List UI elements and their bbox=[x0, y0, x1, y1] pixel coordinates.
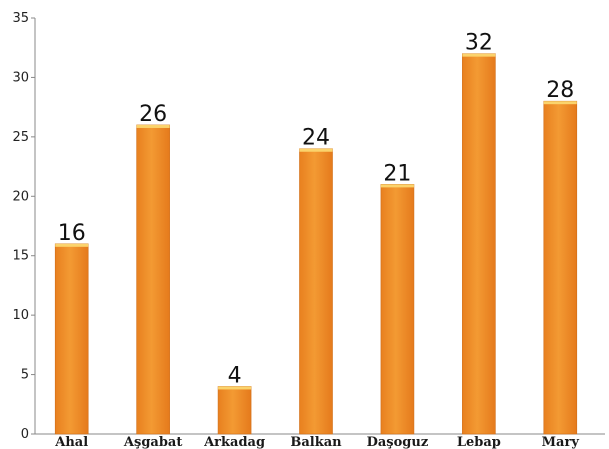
y-tick-label: 5 bbox=[21, 368, 29, 383]
bar-mary bbox=[543, 100, 578, 435]
data-label: 32 bbox=[465, 31, 493, 56]
bar-balkan bbox=[299, 148, 333, 435]
y-tick-label: 10 bbox=[12, 308, 29, 323]
bar-daşoguz bbox=[380, 184, 415, 435]
category-label: Mary bbox=[542, 435, 580, 449]
bar-cap bbox=[543, 101, 577, 105]
y-tick-label: 35 bbox=[12, 11, 29, 26]
bar-cap bbox=[218, 386, 252, 390]
bar-lebap bbox=[462, 53, 496, 435]
data-label: 21 bbox=[383, 161, 411, 186]
category-label: Daşoguz bbox=[367, 435, 429, 449]
bars-group bbox=[54, 53, 578, 435]
category-labels-group: Ahal Aşgabat Arkadag Balkan Daşoguz Lebap Mary bbox=[54, 435, 579, 449]
bar-ahal bbox=[54, 243, 89, 435]
category-label: Aşgabat bbox=[123, 435, 182, 449]
y-tick-label: 0 bbox=[21, 427, 29, 442]
category-label: Balkan bbox=[290, 435, 342, 449]
data-labels-group: 16 26 4 24 21 32 28 bbox=[58, 31, 575, 389]
bar-cap bbox=[136, 124, 170, 128]
data-label: 16 bbox=[58, 221, 86, 246]
bar-cap bbox=[55, 243, 89, 247]
y-tick-label: 25 bbox=[12, 130, 29, 145]
y-tick-label: 20 bbox=[12, 189, 29, 204]
y-tick-label: 30 bbox=[12, 70, 29, 85]
category-label: Arkadag bbox=[203, 435, 265, 449]
bar-cap bbox=[380, 184, 414, 188]
category-label: Lebap bbox=[457, 435, 501, 449]
data-label: 26 bbox=[139, 102, 167, 127]
y-axis-ticks: 0 5 10 15 20 25 30 35 bbox=[12, 11, 35, 442]
bar-aşgabat bbox=[136, 124, 170, 435]
data-label: 24 bbox=[302, 126, 330, 151]
category-label: Ahal bbox=[54, 435, 88, 449]
data-label: 4 bbox=[228, 363, 242, 388]
y-tick-label: 15 bbox=[12, 249, 29, 264]
bar-arkadag bbox=[217, 386, 252, 435]
bar-cap bbox=[299, 148, 333, 152]
data-label: 28 bbox=[546, 78, 574, 103]
bar-cap bbox=[462, 53, 496, 57]
